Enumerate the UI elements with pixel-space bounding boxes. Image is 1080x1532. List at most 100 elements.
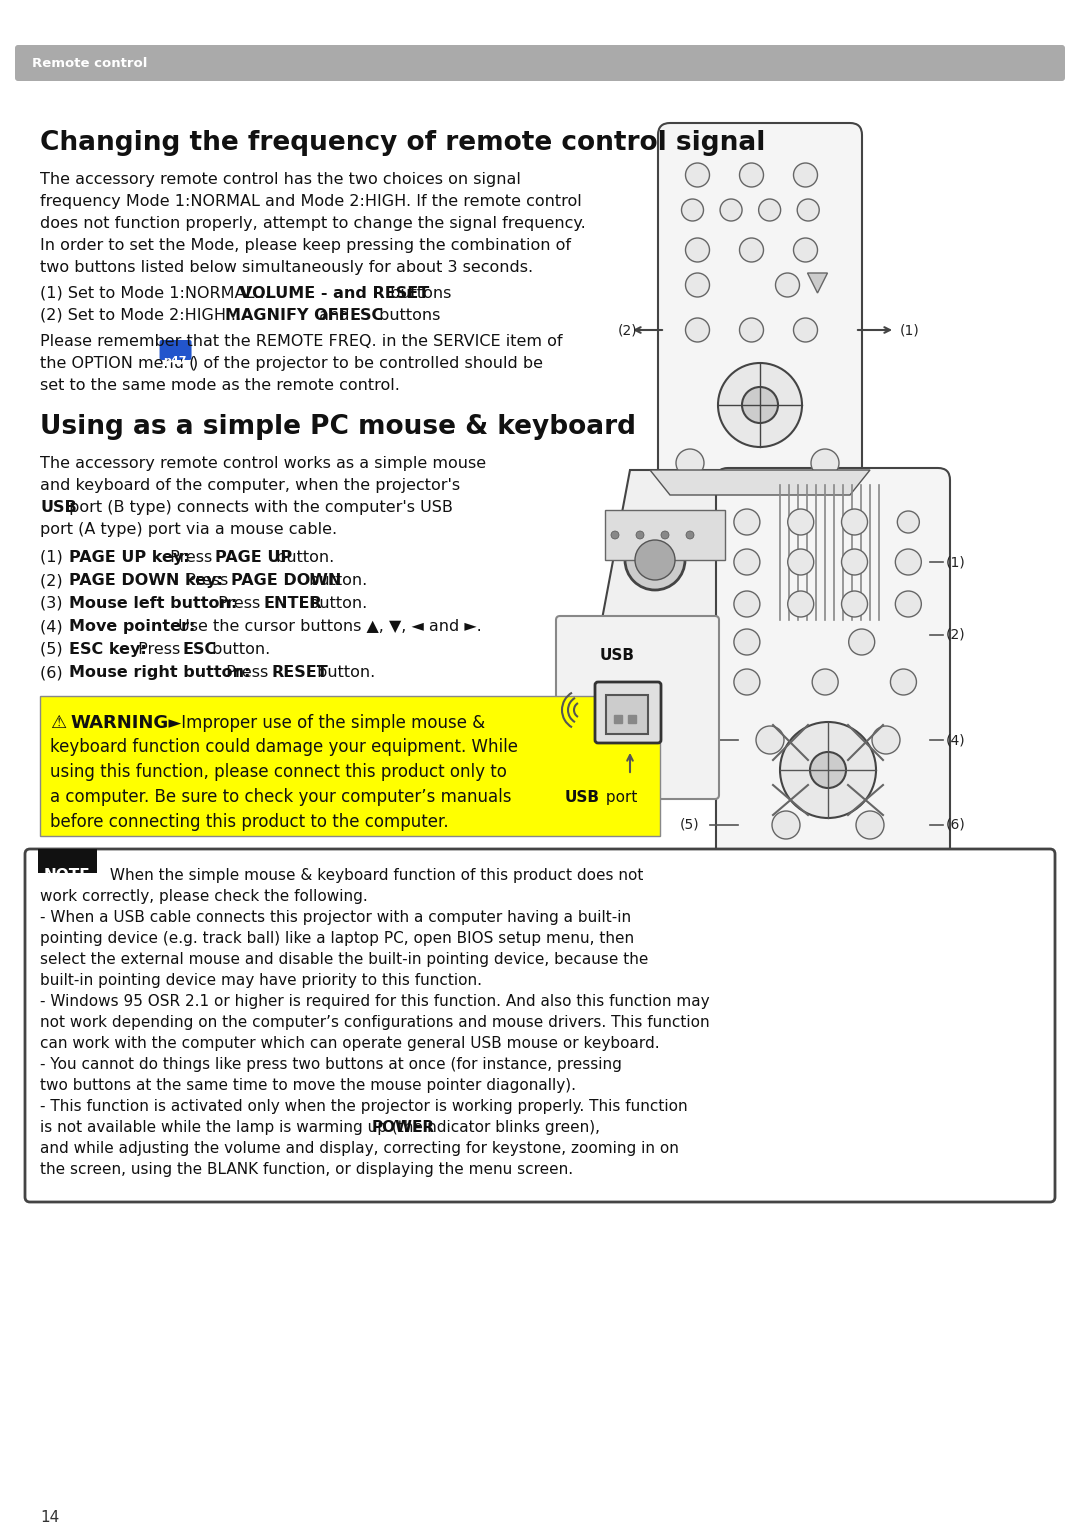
Circle shape	[720, 199, 742, 221]
Text: - When a USB cable connects this projector with a computer having a built-in: - When a USB cable connects this project…	[40, 910, 631, 925]
Text: - This function is activated only when the projector is working properly. This f: - This function is activated only when t…	[40, 1098, 688, 1114]
Text: (6): (6)	[946, 818, 966, 832]
Circle shape	[636, 532, 644, 539]
Text: (4): (4)	[946, 732, 966, 748]
Text: (1) Set to Mode 1:NORMAL...: (1) Set to Mode 1:NORMAL...	[40, 286, 275, 300]
Text: (5): (5)	[680, 818, 700, 832]
Text: Press: Press	[181, 573, 233, 588]
FancyBboxPatch shape	[160, 340, 191, 360]
Circle shape	[734, 630, 760, 656]
Text: Use the cursor buttons ▲, ▼, ◄ and ►.: Use the cursor buttons ▲, ▼, ◄ and ►.	[173, 619, 482, 634]
Text: Press: Press	[133, 642, 186, 657]
Text: (2): (2)	[946, 628, 966, 642]
Text: USB: USB	[600, 648, 635, 663]
Circle shape	[681, 199, 703, 221]
Text: (6): (6)	[40, 665, 68, 680]
Text: PAGE UP key:: PAGE UP key:	[68, 550, 189, 565]
Circle shape	[686, 162, 710, 187]
Circle shape	[635, 539, 675, 581]
Text: the OPTION menu (: the OPTION menu (	[40, 355, 195, 371]
Circle shape	[872, 726, 900, 754]
Text: Press: Press	[214, 596, 266, 611]
Text: (1): (1)	[900, 323, 920, 337]
FancyBboxPatch shape	[595, 682, 661, 743]
Circle shape	[740, 162, 764, 187]
Circle shape	[740, 319, 764, 342]
Circle shape	[758, 199, 781, 221]
Circle shape	[780, 722, 876, 818]
Circle shape	[890, 669, 917, 696]
Text: port (A type) port via a mouse cable.: port (A type) port via a mouse cable.	[40, 522, 337, 538]
Text: WARNING: WARNING	[70, 714, 168, 732]
Text: pointing device (e.g. track ball) like a laptop PC, open BIOS setup menu, then: pointing device (e.g. track ball) like a…	[40, 931, 634, 945]
Text: MAGNIFY OFF: MAGNIFY OFF	[226, 308, 350, 323]
Text: ESC: ESC	[350, 308, 383, 323]
Text: can work with the computer which can operate general USB mouse or keyboard.: can work with the computer which can ope…	[40, 1036, 660, 1051]
Polygon shape	[650, 470, 870, 495]
Text: indicator blinks green),: indicator blinks green),	[418, 1120, 599, 1135]
Text: Remote control: Remote control	[32, 57, 147, 70]
Text: - Windows 95 OSR 2.1 or higher is required for this function. And also this func: - Windows 95 OSR 2.1 or higher is requir…	[40, 994, 710, 1010]
Text: work correctly, please check the following.: work correctly, please check the followi…	[40, 889, 368, 904]
Text: PAGE DOWN: PAGE DOWN	[231, 573, 341, 588]
FancyBboxPatch shape	[716, 467, 950, 872]
Text: USB: USB	[565, 791, 600, 804]
Text: (3): (3)	[680, 732, 700, 748]
Circle shape	[856, 810, 885, 840]
Circle shape	[787, 591, 813, 617]
Circle shape	[897, 512, 919, 533]
Text: two buttons at the same time to move the mouse pointer diagonally).: two buttons at the same time to move the…	[40, 1079, 576, 1092]
Text: (1): (1)	[40, 550, 68, 565]
Text: The accessory remote control works as a simple mouse: The accessory remote control works as a …	[40, 457, 486, 470]
Circle shape	[611, 532, 619, 539]
Text: button.: button.	[312, 665, 375, 680]
Text: and: and	[314, 308, 354, 323]
Circle shape	[812, 669, 838, 696]
Text: ►Improper use of the simple mouse &: ►Improper use of the simple mouse &	[158, 714, 485, 732]
Circle shape	[811, 449, 839, 476]
Text: ESC key:: ESC key:	[68, 642, 146, 657]
Circle shape	[794, 237, 818, 262]
Circle shape	[734, 669, 760, 696]
Text: built-in pointing device may have priority to this function.: built-in pointing device may have priori…	[40, 973, 482, 988]
Text: PAGE UP: PAGE UP	[215, 550, 293, 565]
Text: ⚠: ⚠	[50, 714, 66, 732]
Circle shape	[734, 509, 760, 535]
Text: p47: p47	[163, 355, 187, 366]
Text: the screen, using the BLANK function, or displaying the menu screen.: the screen, using the BLANK function, or…	[40, 1161, 573, 1177]
Bar	[605, 510, 725, 561]
Text: and while adjusting the volume and display, correcting for keystone, zooming in : and while adjusting the volume and displ…	[40, 1141, 679, 1157]
Text: (3): (3)	[40, 596, 68, 611]
Text: - You cannot do things like press two buttons at once (for instance, pressing: - You cannot do things like press two bu…	[40, 1057, 622, 1072]
Text: (5): (5)	[40, 642, 68, 657]
Text: select the external mouse and disable the built-in pointing device, because the: select the external mouse and disable th…	[40, 951, 648, 967]
Text: ) of the projector to be controlled should be: ) of the projector to be controlled shou…	[191, 355, 542, 371]
Text: buttons: buttons	[374, 308, 441, 323]
Circle shape	[734, 591, 760, 617]
Text: In order to set the Mode, please keep pressing the combination of: In order to set the Mode, please keep pr…	[40, 237, 571, 253]
Circle shape	[787, 509, 813, 535]
Circle shape	[810, 752, 846, 787]
Text: NOTE: NOTE	[44, 869, 91, 882]
Circle shape	[841, 591, 867, 617]
Text: keyboard function could damage your equipment. While: keyboard function could damage your equi…	[50, 738, 518, 755]
Text: button.: button.	[271, 550, 335, 565]
Circle shape	[756, 726, 784, 754]
Text: USB: USB	[40, 499, 77, 515]
Circle shape	[625, 530, 685, 590]
FancyBboxPatch shape	[25, 849, 1055, 1203]
Text: button.: button.	[303, 573, 367, 588]
Circle shape	[794, 162, 818, 187]
Circle shape	[775, 273, 799, 297]
FancyBboxPatch shape	[40, 696, 660, 836]
Circle shape	[686, 273, 710, 297]
Circle shape	[794, 319, 818, 342]
Circle shape	[841, 548, 867, 574]
Circle shape	[718, 363, 802, 447]
Bar	[615, 715, 622, 723]
Text: using this function, please connect this product only to: using this function, please connect this…	[50, 763, 507, 781]
Circle shape	[895, 548, 921, 574]
Circle shape	[686, 532, 694, 539]
Text: (1): (1)	[946, 555, 966, 568]
Circle shape	[740, 237, 764, 262]
